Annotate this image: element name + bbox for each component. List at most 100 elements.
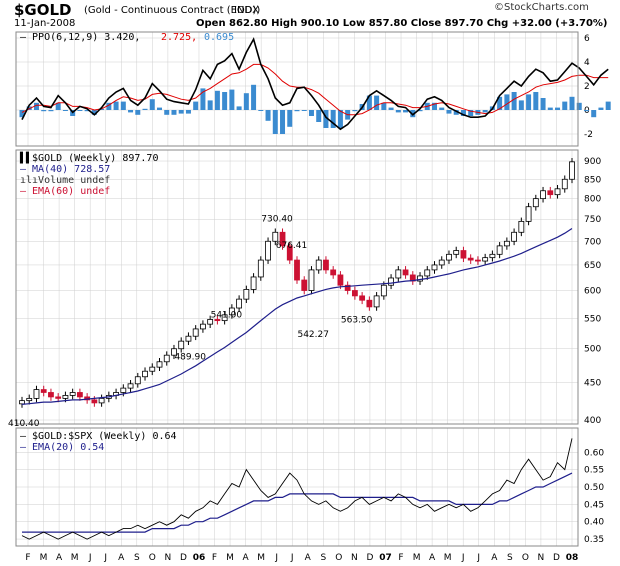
price-annotation: 410.40 (8, 419, 40, 429)
x-axis-label: S (320, 553, 326, 563)
price-candle (489, 253, 496, 259)
price-candle (156, 361, 163, 368)
price-candle (76, 392, 83, 398)
ppo-histogram-bar (200, 88, 206, 110)
price-candle (344, 284, 351, 291)
ratio-tick-label: 0.35 (584, 535, 604, 545)
x-axis-label: S (507, 553, 513, 563)
price-candle (337, 274, 344, 286)
x-axis-label: J (290, 553, 294, 563)
ppo-histogram-bar (583, 110, 589, 112)
ppo-histogram-bar (562, 101, 568, 110)
ppo-histogram-bar (468, 110, 474, 116)
ppo-histogram-bar (48, 110, 54, 112)
price-candle (207, 319, 214, 325)
price-candle (149, 366, 156, 372)
price-candle (359, 295, 366, 301)
price-candle (460, 250, 467, 259)
price-candle (330, 269, 337, 276)
x-axis-label: M (71, 553, 79, 563)
x-axis-label: A (243, 553, 250, 563)
ppo-histogram-bar (598, 107, 604, 110)
ppo-histogram-bar (301, 110, 307, 111)
ppo-histogram-bar (381, 102, 387, 110)
price-candle (351, 290, 358, 297)
price-tick-label: 750 (584, 215, 601, 225)
chart-symbol: $GOLD (14, 1, 72, 19)
x-axis-label: O (149, 553, 156, 563)
ppo-histogram-bar (439, 107, 445, 110)
x-axis-label: M (40, 553, 48, 563)
x-axis-label: N (165, 553, 172, 563)
ppo-tick-label: 6 (584, 34, 590, 44)
ratio-legend-main: — $GOLD:$SPX (Weekly) 0.64 (20, 431, 177, 442)
price-legend-main: ▌▌$GOLD (Weekly) 897.70 (19, 151, 158, 164)
price-candle (438, 259, 445, 266)
price-candle (26, 397, 33, 402)
price-candle (221, 314, 228, 322)
price-candle (120, 387, 127, 393)
price-candle (475, 259, 481, 262)
price-candle (265, 240, 271, 261)
price-candle (388, 277, 394, 286)
ppo-histogram-bar (171, 110, 177, 115)
price-candle (532, 198, 539, 208)
price-tick-label: 450 (584, 378, 601, 388)
price-candle (286, 245, 293, 261)
ppo-histogram-bar (178, 110, 184, 114)
ppo-histogram-bar (214, 90, 220, 110)
price-candle (55, 396, 62, 399)
copyright-link[interactable]: ©StockCharts.com (494, 2, 589, 13)
ppo-histogram-bar (258, 110, 264, 111)
ppo-histogram-bar (106, 102, 112, 110)
price-candle (200, 323, 206, 330)
ppo-histogram-bar (547, 107, 553, 110)
price-tick-label: 500 (584, 345, 601, 355)
x-axis-label: A (305, 553, 312, 563)
price-candle (40, 389, 47, 393)
price-candle (503, 240, 510, 247)
ppo-histogram-bar (460, 110, 466, 116)
price-candle (547, 190, 554, 196)
chart-description: (Gold - Continuous Contract (EOD)) (84, 5, 261, 16)
ratio-line (21, 438, 573, 540)
ppo-histogram-bar (41, 110, 47, 112)
price-candle (453, 250, 460, 255)
price-candle (431, 264, 438, 271)
price-tick-label: 850 (584, 175, 601, 185)
price-tick-label: 800 (584, 195, 601, 205)
price-candle (323, 259, 329, 271)
price-candle (98, 397, 105, 404)
ppo-histogram-bar (26, 106, 32, 110)
ppo-histogram-bar (207, 100, 213, 110)
price-candle (279, 231, 286, 247)
price-candle (482, 257, 489, 262)
ppo-histogram-bar (417, 110, 423, 112)
ratio-tick-label: 0.50 (584, 483, 604, 493)
price-candle (257, 259, 264, 278)
price-candle (127, 383, 134, 389)
ppo-histogram-bar (453, 110, 459, 115)
ppo-tick-label: 2 (584, 82, 590, 92)
x-axis-label: 08 (566, 553, 579, 563)
price-candle (446, 253, 452, 261)
price-tick-label: 600 (584, 287, 601, 297)
ppo-histogram-bar (308, 110, 314, 116)
ppo-histogram-bar (77, 110, 83, 111)
ppo-histogram-bar (403, 110, 409, 113)
quote-date: 11-Jan-2008 (14, 18, 76, 29)
ppo-tick-label: -2 (584, 130, 593, 140)
price-candle (373, 295, 380, 308)
x-axis-label: J (103, 553, 107, 563)
price-candle (496, 245, 503, 255)
price-candle (402, 269, 409, 276)
price-candle (236, 298, 243, 309)
price-annotation: 541.00 (211, 311, 243, 321)
ppo-histogram-bar (388, 107, 394, 110)
quote-summary: Open 862.80 High 900.10 Low 857.80 Close… (196, 18, 608, 29)
ppo-histogram-bar (316, 110, 322, 122)
x-axis-label: N (351, 553, 358, 563)
price-candle (171, 348, 177, 356)
price-panel (15, 149, 579, 425)
